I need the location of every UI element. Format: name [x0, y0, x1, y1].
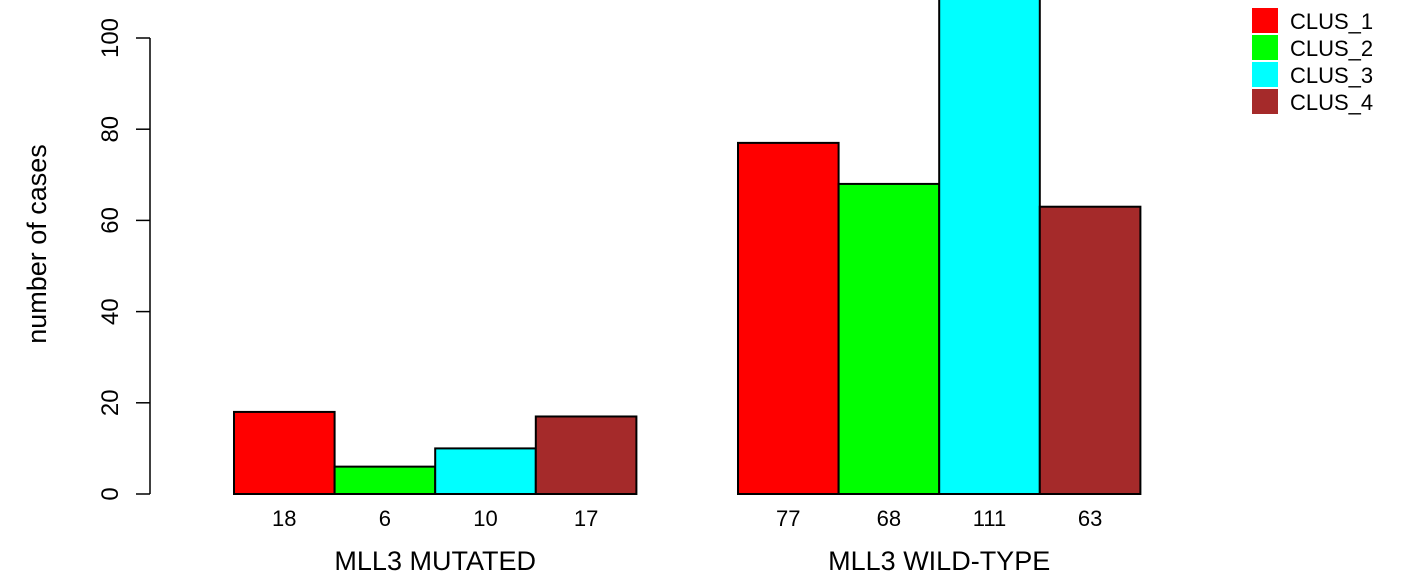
y-tick-label: 100	[97, 18, 124, 58]
bar-clus-3-group-1	[434, 447, 537, 495]
group-label: MLL3 WILD-TYPE	[828, 546, 1050, 576]
legend-label: CLUS_1	[1290, 9, 1373, 34]
y-tick-label: 60	[97, 207, 124, 234]
bar-clus-1-group-2	[737, 141, 840, 495]
value-label: 10	[473, 506, 497, 531]
y-axis-title: number of cases	[22, 144, 52, 344]
y-axis: 0 20 40 60 80 100	[97, 18, 151, 501]
value-label: 6	[379, 506, 391, 531]
y-tick-label: 20	[97, 389, 124, 416]
value-label: 63	[1078, 506, 1102, 531]
legend-label: CLUS_3	[1290, 63, 1373, 88]
group-labels: MLL3 MUTATED MLL3 WILD-TYPE	[334, 546, 1050, 576]
y-tick-label: 80	[97, 116, 124, 143]
y-tick-label: 40	[97, 298, 124, 325]
bar-clus-2-group-1	[333, 465, 437, 496]
legend-swatch	[1252, 8, 1278, 33]
value-labels: 18 6 10 17 77 68 111 63	[272, 506, 1102, 531]
value-label: 68	[877, 506, 901, 531]
bar-clus-4-group-2	[1038, 205, 1142, 495]
bar-clus-3-group-2	[938, 0, 1041, 495]
legend-label: CLUS_4	[1290, 90, 1373, 115]
value-label: 18	[272, 506, 296, 531]
legend-swatch	[1252, 89, 1278, 114]
group-label: MLL3 MUTATED	[334, 546, 536, 576]
y-tick-label: 0	[97, 487, 124, 500]
bars-layer	[233, 0, 1142, 496]
bar-clus-4-group-1	[534, 415, 638, 496]
bar-clus-1-group-1	[233, 410, 336, 496]
value-label: 77	[776, 506, 800, 531]
legend-swatch	[1252, 62, 1278, 87]
value-label: 111	[973, 506, 1006, 531]
value-label: 17	[574, 506, 598, 531]
bar-clus-2-group-2	[837, 182, 941, 495]
legend-swatch	[1252, 35, 1278, 60]
legend-label: CLUS_2	[1290, 36, 1373, 61]
